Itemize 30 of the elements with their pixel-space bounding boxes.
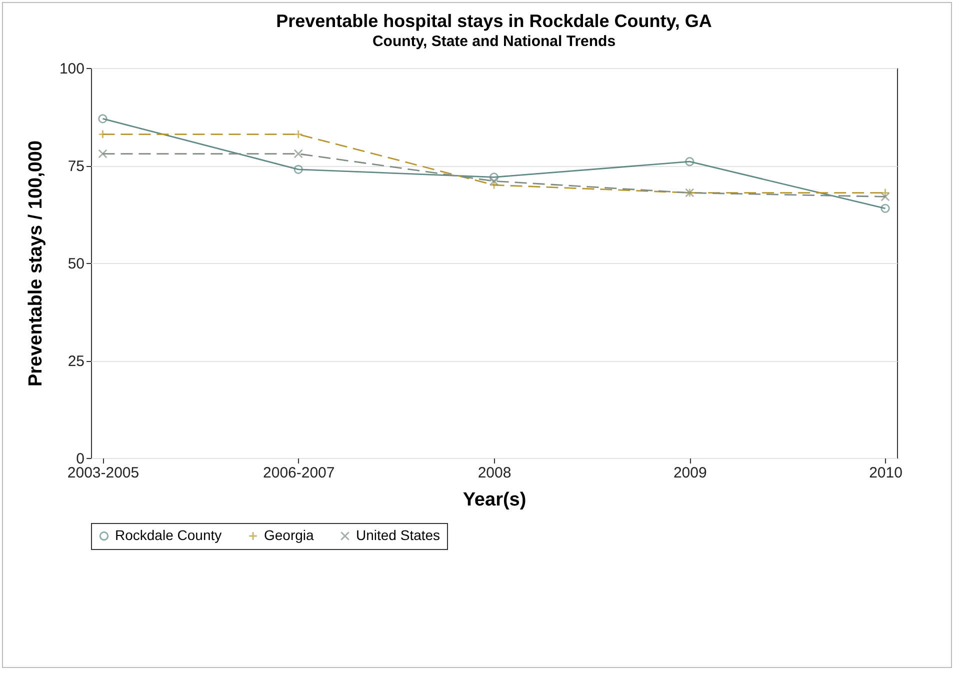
legend-label: Georgia: [264, 527, 314, 543]
y-tick-label: 75: [68, 158, 84, 175]
x-tick-label: 2006-2007: [263, 464, 335, 482]
point: [98, 114, 108, 124]
legend-label: United States: [356, 527, 440, 543]
x-tick-label: 2010: [869, 464, 902, 482]
y-tick-label: 100: [59, 60, 84, 78]
chart-title: Preventable hospital stays in Rockdale County, GA: [276, 11, 712, 31]
x-axis-title: Year(s): [462, 490, 526, 510]
point: [489, 176, 499, 186]
y-axis-title: Preventable stays / 100,000: [25, 140, 46, 387]
point: [489, 180, 499, 190]
point: [489, 172, 499, 182]
point: [880, 192, 890, 202]
legend-label: Rockdale County: [115, 527, 222, 543]
point: [294, 164, 303, 174]
x-tick-label: 2003-2005: [67, 464, 140, 482]
point: [98, 130, 108, 139]
point: [685, 157, 694, 166]
x-tick-label: 2008: [478, 464, 512, 482]
y-tick-label: 25: [68, 353, 84, 370]
x-tick-label: 2009: [673, 464, 707, 482]
chart-subtitle: County, State and National Trends: [372, 33, 616, 50]
point: [880, 204, 890, 213]
point: [294, 149, 303, 158]
point: [294, 130, 303, 139]
y-tick-label: 50: [68, 256, 84, 272]
point: [98, 149, 108, 158]
y-tick-label: 0: [76, 450, 84, 468]
point: [880, 188, 890, 198]
